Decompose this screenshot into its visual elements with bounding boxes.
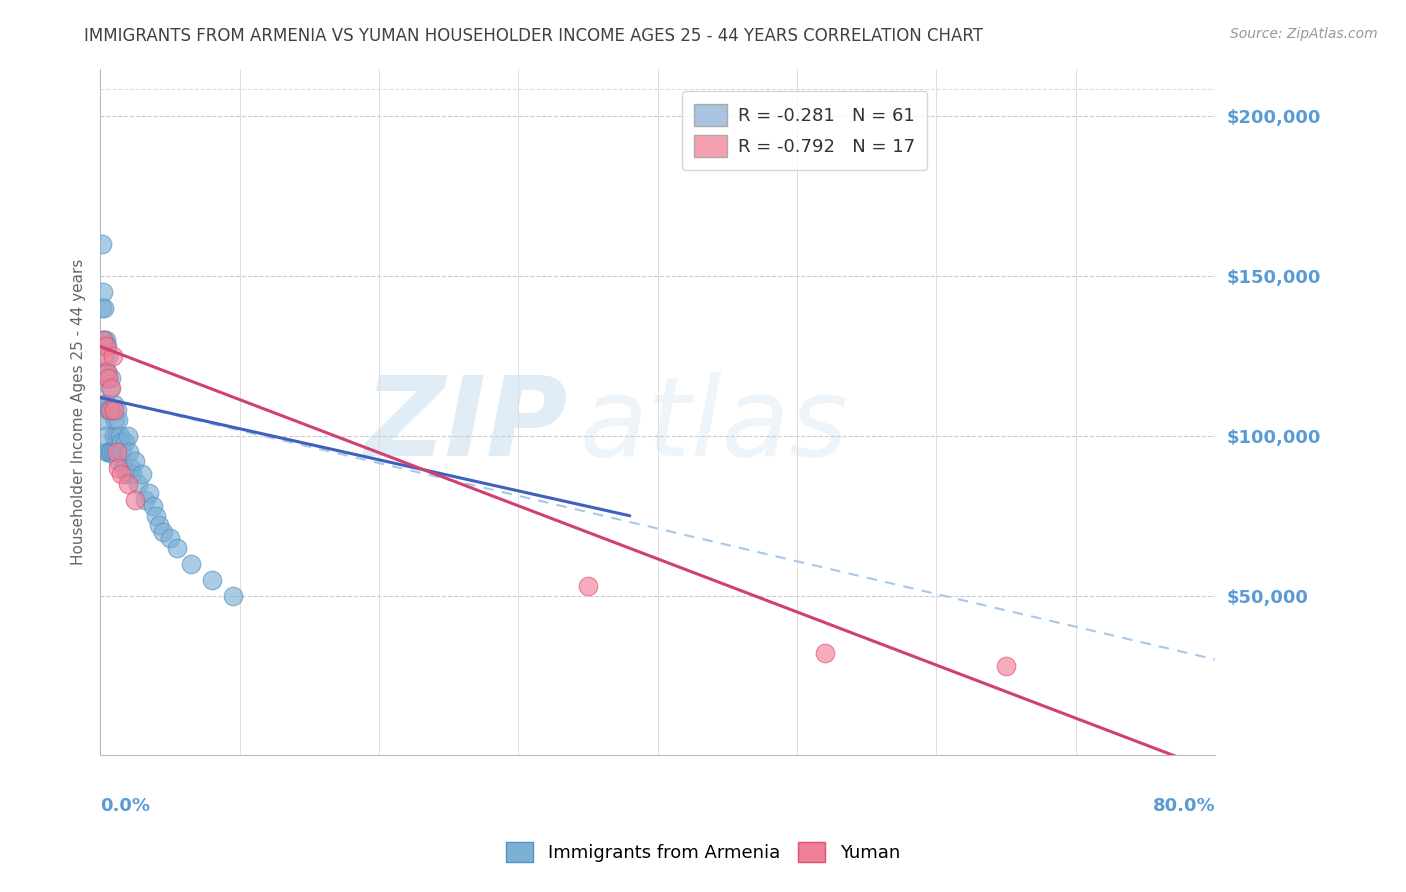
Point bbox=[100, 445, 122, 459]
Point bbox=[111, 445, 134, 459]
Point bbox=[90, 237, 112, 252]
Point bbox=[96, 365, 118, 379]
Point bbox=[103, 403, 125, 417]
Point bbox=[97, 371, 120, 385]
Point bbox=[127, 476, 149, 491]
Point bbox=[134, 492, 156, 507]
Point bbox=[995, 659, 1018, 673]
Point bbox=[107, 413, 129, 427]
Point bbox=[100, 403, 122, 417]
Point bbox=[114, 435, 136, 450]
Point bbox=[94, 397, 117, 411]
Point bbox=[97, 445, 120, 459]
Point bbox=[93, 301, 115, 315]
Point bbox=[105, 445, 128, 459]
Point bbox=[118, 445, 141, 459]
Text: IMMIGRANTS FROM ARMENIA VS YUMAN HOUSEHOLDER INCOME AGES 25 - 44 YEARS CORRELATI: IMMIGRANTS FROM ARMENIA VS YUMAN HOUSEHO… bbox=[84, 27, 983, 45]
Point bbox=[221, 589, 243, 603]
Point bbox=[152, 524, 174, 539]
Point bbox=[103, 397, 125, 411]
Point bbox=[124, 492, 146, 507]
Point bbox=[98, 445, 121, 459]
Point bbox=[159, 531, 181, 545]
Point bbox=[93, 349, 115, 363]
Point bbox=[91, 333, 114, 347]
Point bbox=[96, 397, 118, 411]
Point bbox=[201, 573, 224, 587]
Text: ZIP: ZIP bbox=[366, 372, 568, 479]
Point bbox=[94, 365, 117, 379]
Text: atlas: atlas bbox=[579, 372, 848, 479]
Point bbox=[98, 403, 121, 417]
Point bbox=[101, 403, 124, 417]
Point bbox=[100, 371, 122, 385]
Point bbox=[97, 349, 120, 363]
Point bbox=[90, 301, 112, 315]
Y-axis label: Householder Income Ages 25 - 44 years: Householder Income Ages 25 - 44 years bbox=[72, 259, 86, 566]
Point bbox=[180, 557, 202, 571]
Point bbox=[93, 333, 115, 347]
Point bbox=[142, 499, 165, 513]
Point bbox=[576, 579, 599, 593]
Point bbox=[105, 429, 128, 443]
Point bbox=[96, 445, 118, 459]
Point bbox=[101, 445, 124, 459]
Legend: Immigrants from Armenia, Yuman: Immigrants from Armenia, Yuman bbox=[499, 835, 907, 870]
Legend: R = -0.281   N = 61, R = -0.792   N = 17: R = -0.281 N = 61, R = -0.792 N = 17 bbox=[682, 91, 928, 169]
Point bbox=[107, 454, 129, 468]
Point bbox=[97, 371, 120, 385]
Point bbox=[108, 429, 131, 443]
Point bbox=[105, 403, 128, 417]
Point bbox=[117, 429, 139, 443]
Point bbox=[115, 467, 138, 482]
Point bbox=[104, 413, 127, 427]
Point bbox=[91, 413, 114, 427]
Point bbox=[93, 397, 115, 411]
Point bbox=[112, 460, 135, 475]
Point bbox=[166, 541, 188, 555]
Point bbox=[121, 467, 143, 482]
Point bbox=[110, 435, 132, 450]
Point bbox=[131, 467, 153, 482]
Point bbox=[107, 460, 129, 475]
Point bbox=[94, 333, 117, 347]
Text: 80.0%: 80.0% bbox=[1153, 797, 1215, 814]
Point bbox=[120, 460, 142, 475]
Point bbox=[138, 486, 160, 500]
Point bbox=[145, 508, 167, 523]
Point bbox=[91, 285, 114, 300]
Point bbox=[117, 476, 139, 491]
Point bbox=[101, 349, 124, 363]
Text: 0.0%: 0.0% bbox=[100, 797, 150, 814]
Point bbox=[97, 403, 120, 417]
Point bbox=[98, 403, 121, 417]
Point bbox=[100, 381, 122, 395]
Point bbox=[91, 333, 114, 347]
Point bbox=[124, 454, 146, 468]
Point bbox=[103, 429, 125, 443]
Point bbox=[98, 381, 121, 395]
Point bbox=[148, 518, 170, 533]
Point bbox=[96, 339, 118, 353]
Point bbox=[93, 365, 115, 379]
Point bbox=[110, 467, 132, 482]
Point bbox=[94, 339, 117, 353]
Point bbox=[94, 429, 117, 443]
Point bbox=[104, 445, 127, 459]
Point bbox=[814, 646, 837, 660]
Text: Source: ZipAtlas.com: Source: ZipAtlas.com bbox=[1230, 27, 1378, 41]
Point bbox=[96, 365, 118, 379]
